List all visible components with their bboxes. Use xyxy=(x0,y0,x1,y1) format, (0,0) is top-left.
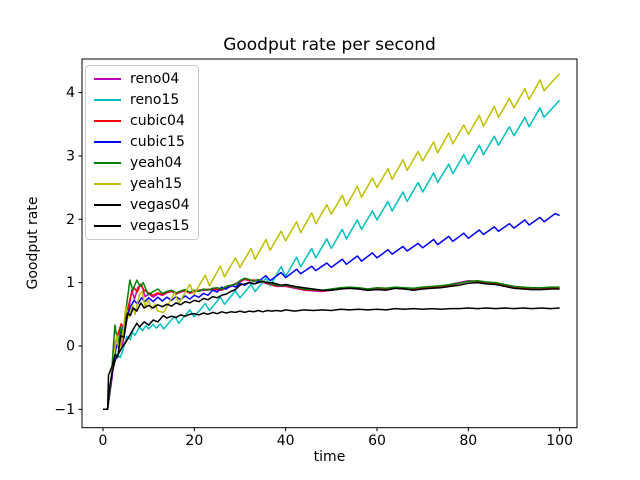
x-axis-label: time xyxy=(313,449,346,465)
y-axis-label: Goodput rate xyxy=(25,196,41,290)
legend-line-swatch xyxy=(94,120,121,122)
legend-item-vegas04: vegas04 xyxy=(94,198,189,212)
legend-item-vegas15: vegas15 xyxy=(94,219,189,233)
legend-line-swatch xyxy=(94,162,121,164)
legend-item-yeah04: yeah04 xyxy=(94,156,189,170)
y-tick-label: 3 xyxy=(66,148,75,164)
x-tick-label: 0 xyxy=(99,433,108,449)
series-line-vegas15 xyxy=(103,307,560,411)
legend-label: cubic15 xyxy=(130,134,185,150)
legend-line-swatch xyxy=(94,183,121,185)
axes: 0 20 40 60 80 100 −1 0 1 2 3 4 xyxy=(54,58,578,449)
legend-label: reno04 xyxy=(130,71,180,87)
x-tick-label: 40 xyxy=(277,433,295,449)
plot-border xyxy=(81,58,578,429)
legend-item-reno04: reno04 xyxy=(94,72,189,86)
x-tick-label: 20 xyxy=(185,433,203,449)
series-line-yeah04 xyxy=(103,277,560,411)
legend-label: yeah04 xyxy=(130,155,183,171)
legend-item-cubic04: cubic04 xyxy=(94,114,189,128)
y-tick-label: 1 xyxy=(66,275,75,291)
plot-lines xyxy=(103,73,561,411)
legend-label: vegas15 xyxy=(130,218,190,234)
legend-line-swatch xyxy=(94,141,121,143)
series-line-cubic15 xyxy=(103,212,560,411)
series-line-yeah15 xyxy=(103,73,561,411)
legend-label: yeah15 xyxy=(130,176,183,192)
legend-label: reno15 xyxy=(130,92,180,108)
legend-line-swatch xyxy=(94,99,121,101)
legend-item-reno15: reno15 xyxy=(94,93,189,107)
y-tick-label: 4 xyxy=(66,85,75,101)
y-tick-label: 2 xyxy=(66,212,75,228)
legend-item-yeah15: yeah15 xyxy=(94,177,189,191)
legend-line-swatch xyxy=(94,225,121,227)
legend-label: vegas04 xyxy=(130,197,190,213)
y-tick-label: 0 xyxy=(66,338,75,354)
legend: reno04 reno15 cubic04 cubic15 yeah04 yeah15 ve… xyxy=(85,65,200,240)
x-tick-label: 60 xyxy=(368,433,386,449)
legend-label: cubic04 xyxy=(130,113,185,129)
legend-item-cubic15: cubic15 xyxy=(94,135,189,149)
series-line-vegas04 xyxy=(103,280,560,411)
y-tick-label: −1 xyxy=(54,402,75,418)
legend-line-swatch xyxy=(94,78,121,80)
legend-line-swatch xyxy=(94,204,121,206)
chart-title: Goodput rate per second xyxy=(223,35,436,55)
series-line-reno15 xyxy=(103,99,561,411)
x-tick-label: 80 xyxy=(459,433,477,449)
x-tick-label: 100 xyxy=(546,433,573,449)
